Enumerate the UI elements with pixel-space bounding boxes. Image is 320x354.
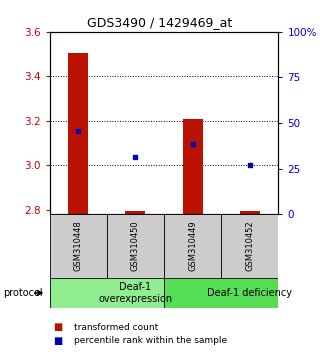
Text: GSM310448: GSM310448 [74, 221, 83, 272]
Text: ■: ■ [53, 336, 62, 346]
Bar [240, 211, 260, 214]
Bar [221, 214, 278, 278]
Text: protocol: protocol [3, 288, 43, 298]
Bar [164, 214, 221, 278]
Bar [50, 278, 164, 308]
Text: Deaf-1 deficiency: Deaf-1 deficiency [207, 288, 292, 298]
Text: transformed count: transformed count [74, 323, 158, 332]
Bar [107, 214, 164, 278]
Text: GSM310449: GSM310449 [188, 221, 197, 272]
Text: percentile rank within the sample: percentile rank within the sample [74, 336, 227, 345]
Text: GSM310450: GSM310450 [131, 221, 140, 272]
Text: ■: ■ [53, 322, 62, 332]
Bar [68, 52, 88, 214]
Text: GDS3490 / 1429469_at: GDS3490 / 1429469_at [87, 16, 233, 29]
Bar [125, 211, 145, 214]
Text: GSM310452: GSM310452 [245, 221, 254, 272]
Bar [183, 119, 203, 214]
Bar [50, 214, 107, 278]
Text: Deaf-1
overexpression: Deaf-1 overexpression [98, 282, 172, 304]
Bar [164, 278, 278, 308]
